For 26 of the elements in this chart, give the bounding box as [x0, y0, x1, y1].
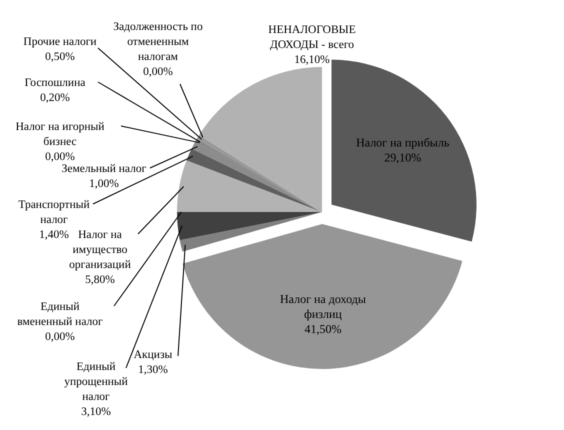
slice-label: Прочие налоги — [23, 36, 97, 48]
data-label: 1,00% — [89, 178, 120, 190]
slice-label: Земельный налог — [62, 163, 147, 175]
data-label: 41,50% — [304, 322, 342, 336]
slice-label: НЕНАЛОГОВЫЕ ДОХОДЫ - всего — [268, 24, 356, 51]
data-label: 16,10% — [294, 54, 330, 66]
data-label: 1,30% — [138, 364, 168, 376]
text: 0,00% — [45, 151, 75, 163]
slice-label: Единый упрощенный налог — [64, 361, 128, 403]
category-label: Налог на игорный бизнес — [16, 121, 104, 148]
data-label: 5,80% — [85, 274, 116, 286]
data-label: 0,20% — [40, 92, 70, 104]
slice-label: Акцизы — [134, 349, 172, 361]
data-label: 3,10% — [81, 406, 112, 418]
data-label: 1,40% — [39, 229, 70, 241]
data-label: 0,50% — [45, 51, 76, 63]
text: 0,00% — [143, 66, 173, 78]
data-label: 29,10% — [384, 150, 422, 164]
category-label: Единый вмененный налог — [17, 301, 103, 328]
slice-label: Налог на прибыль — [356, 135, 450, 150]
slice-label: Госпошлина — [24, 77, 86, 89]
slice-label: Налог на доходы физлиц — [280, 292, 366, 321]
category-label: Задолженность по отмененным налогам — [113, 21, 203, 63]
text: 0,00% — [45, 331, 75, 343]
slice-label: Транспортный налог — [18, 199, 90, 226]
slice-label: Налог на имущество организаций — [69, 229, 131, 271]
